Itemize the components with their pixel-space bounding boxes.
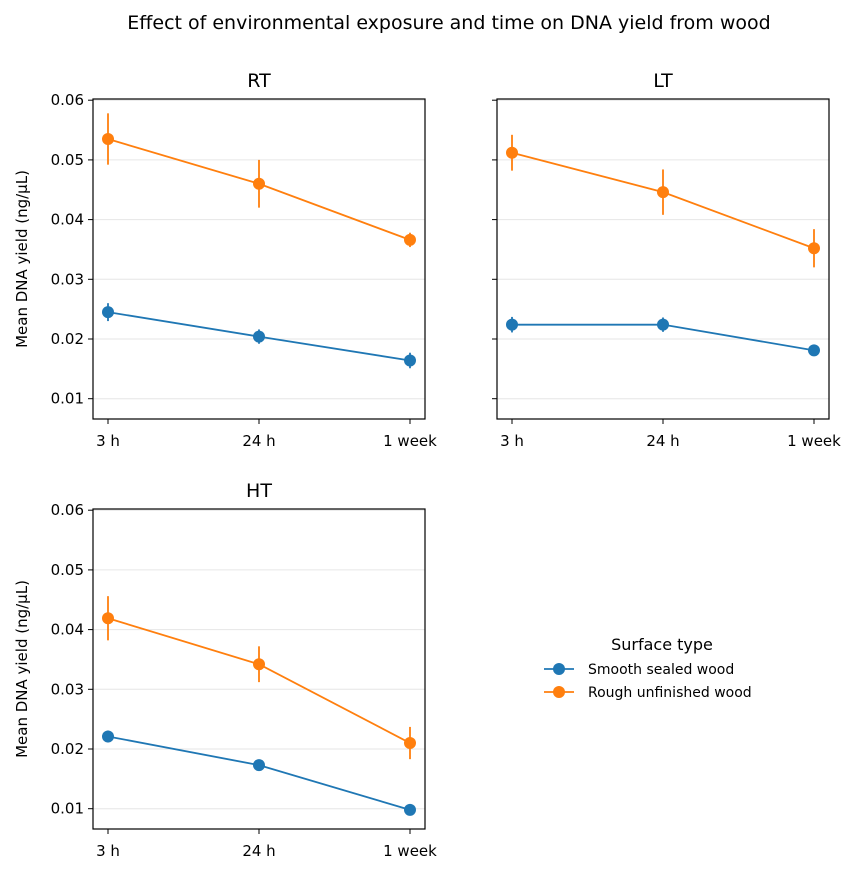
- y-tick-label: 0.02: [51, 740, 84, 758]
- data-point: [808, 344, 820, 357]
- x-tick-label: 3 h: [96, 432, 120, 450]
- legend-marker-rough: [553, 686, 565, 698]
- legend-entry-rough: Rough unfinished wood: [544, 685, 752, 701]
- panel-rt: 0.01 0.02 0.03 0.04 0.05 0.06 3 h 24 h 1 week RT M…: [13, 70, 437, 450]
- legend-label-smooth: Smooth sealed wood: [588, 662, 734, 678]
- legend-entry-smooth: Smooth sealed wood: [544, 662, 734, 678]
- data-point: [253, 177, 265, 190]
- series-rough: [102, 113, 416, 248]
- legend-title: Surface type: [611, 635, 713, 654]
- y-tick-label: 0.04: [51, 211, 84, 229]
- data-point: [253, 330, 265, 343]
- data-point: [657, 186, 669, 199]
- y-tick-label: 0.04: [51, 621, 84, 639]
- y-tick-label: 0.01: [51, 390, 84, 408]
- data-point: [102, 133, 114, 145]
- data-point: [102, 612, 114, 625]
- data-point: [404, 233, 416, 246]
- x-tick-label: 1 week: [383, 432, 437, 450]
- y-axis-label: Mean DNA yield (ng/µL): [13, 580, 31, 758]
- y-tick-label: 0.01: [51, 800, 84, 818]
- x-tick-label: 3 h: [500, 432, 524, 450]
- series-line: [107, 735, 411, 811]
- panel-title: LT: [653, 70, 673, 92]
- y-axis-label: Mean DNA yield (ng/µL): [13, 170, 31, 348]
- panel-ht: 0.01 0.02 0.03 0.04 0.05 0.06 3 h 24 h 1 week HT M…: [13, 480, 437, 860]
- x-tick-label: 1 week: [383, 842, 437, 860]
- data-point: [506, 146, 518, 159]
- y-tick-label: 0.03: [51, 680, 84, 698]
- y-tick-label: 0.03: [51, 270, 84, 288]
- panels: 0.01 0.02 0.03 0.04 0.05 0.06 3 h 24 h 1 week RT M…: [13, 70, 841, 860]
- x-tick-label: 24 h: [646, 432, 679, 450]
- data-point: [102, 730, 114, 743]
- data-point: [808, 242, 820, 255]
- data-point: [253, 658, 265, 671]
- legend: Surface type Smooth sealed wood Rough un…: [544, 635, 752, 701]
- data-point: [102, 306, 114, 319]
- x-tick-label: 1 week: [787, 432, 841, 450]
- axes-frame: [496, 98, 830, 420]
- legend-label-rough: Rough unfinished wood: [588, 685, 752, 701]
- legend-marker-smooth: [553, 663, 565, 675]
- data-point: [404, 737, 416, 750]
- y-tick-label: 0.02: [51, 330, 84, 348]
- data-point: [253, 759, 265, 772]
- x-tick-label: 24 h: [242, 842, 275, 860]
- y-tick-label: 0.05: [51, 561, 84, 579]
- series-smooth: [102, 730, 416, 816]
- data-point: [657, 318, 669, 331]
- data-point: [506, 318, 518, 331]
- series-smooth: [506, 316, 820, 357]
- series-smooth: [102, 303, 416, 369]
- axes-frame: [92, 98, 426, 420]
- panel-title: RT: [247, 70, 271, 92]
- y-tick-label: 0.06: [51, 501, 84, 519]
- panel-lt: 3 h 24 h 1 week LT: [492, 70, 841, 450]
- y-tick-label: 0.05: [51, 151, 84, 169]
- series-rough: [102, 596, 416, 760]
- figure-title: Effect of environmental exposure and tim…: [127, 12, 770, 34]
- series-rough: [506, 134, 820, 268]
- panel-title: HT: [246, 480, 272, 502]
- x-tick-label: 24 h: [242, 432, 275, 450]
- data-point: [404, 354, 416, 367]
- x-tick-label: 3 h: [96, 842, 120, 860]
- y-tick-label: 0.06: [51, 91, 84, 109]
- data-point: [404, 803, 416, 816]
